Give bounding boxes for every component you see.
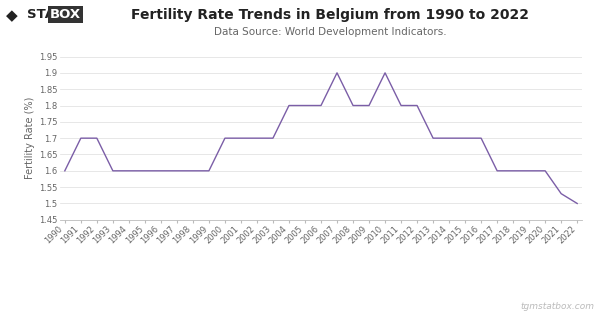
Text: Fertility Rate Trends in Belgium from 1990 to 2022: Fertility Rate Trends in Belgium from 19…: [131, 8, 529, 22]
Text: BOX: BOX: [50, 8, 81, 21]
Text: tgmstatbox.com: tgmstatbox.com: [520, 302, 594, 311]
Y-axis label: Fertility Rate (%): Fertility Rate (%): [25, 97, 35, 179]
Text: ◆: ◆: [6, 8, 18, 23]
Text: Data Source: World Development Indicators.: Data Source: World Development Indicator…: [214, 27, 446, 37]
Text: STAT: STAT: [27, 8, 63, 21]
